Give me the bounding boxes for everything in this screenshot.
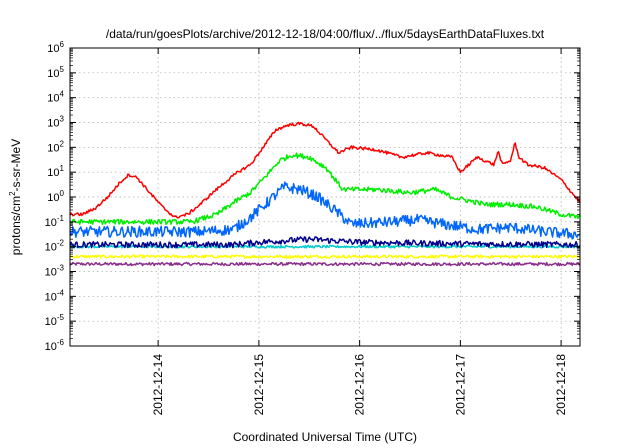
flux-series-line-2 [69,181,581,240]
y-tick-label: 103 [47,115,64,130]
flux-series-line-6 [69,261,581,267]
y-tick-label: 100 [47,189,64,204]
flux-series-line-5 [69,254,581,259]
x-tick-label: 2012-12-15 [252,354,266,416]
y-tick-label: 106 [47,40,64,55]
flux-series-line-3 [69,236,581,249]
y-tick-label: 105 [47,65,64,80]
x-tick-label: 2012-12-16 [353,354,367,416]
y-tick-label: 10-5 [45,313,65,328]
y-axis-ticks: 10-6 10-5 10-4 10-3 10-2 10-1 100 101 102 103 104 1… [45,40,580,353]
x-tick-label: 2012-12-17 [453,354,467,416]
y-tick-label: 10-1 [45,214,65,229]
flux-series-line-1 [69,152,580,226]
y-tick-label: 10-4 [45,288,65,303]
y-tick-label: 10-2 [45,239,65,254]
y-tick-label: 10-3 [45,264,65,279]
y-tick-label: 102 [47,139,64,154]
x-axis-label: Coordinated Universal Time (UTC) [233,430,417,444]
y-tick-label: 101 [47,164,64,179]
y-axis-label: protons/cm2-s-sr-MeV [8,139,23,255]
x-axis-ticks: 2012-12-14 2012-12-15 2012-12-16 2012-12-17… [151,48,568,415]
chart-title: /data/run/goesPlots/archive/2012-12-18/0… [106,27,545,41]
x-tick-label: 2012-12-18 [554,354,568,416]
grid-lines [70,48,580,346]
x-tick-label: 2012-12-14 [151,354,165,416]
y-tick-label: 10-6 [45,338,65,353]
y-tick-label: 104 [47,90,64,105]
flux-series-line-0 [69,121,581,219]
flux-series [69,121,581,267]
